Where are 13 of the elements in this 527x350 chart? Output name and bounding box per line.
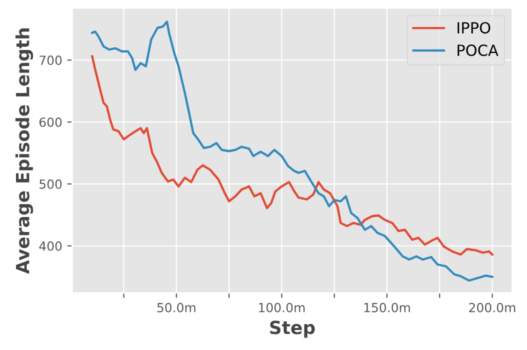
legend-label: POCA [458,44,498,56]
y-tick-label: 600 [39,117,62,127]
x-tick-label: 50.0m [157,302,196,312]
x-axis-title: Step [270,320,315,338]
legend-label: IPPO [458,22,490,34]
x-tick-label: 100.0m [259,302,305,312]
y-tick-label: 500 [40,179,62,189]
y-tick-label: 400 [39,241,62,251]
x-tick-label: 200.0m [469,302,516,312]
line-series [91,55,494,256]
y-tick-label: 700 [40,56,62,65]
y-axis-title: Average Episode Length [15,28,34,274]
x-tick-label: 150.0m [364,302,410,312]
